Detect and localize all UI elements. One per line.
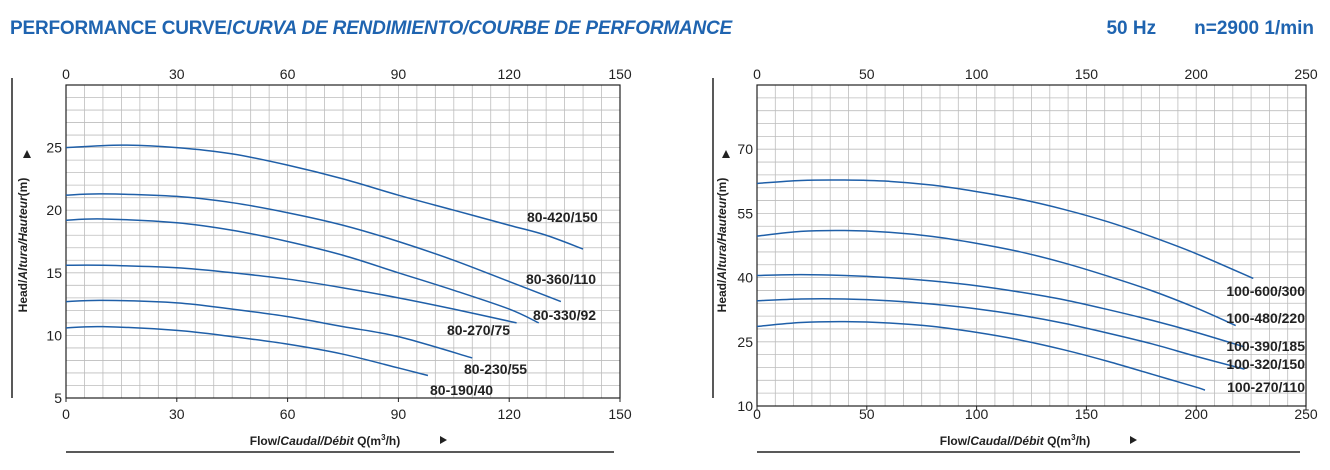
x-tick-label-top: 30 [169, 66, 185, 82]
x-tick-label: 60 [280, 406, 296, 422]
series-label: 80-270/75 [447, 322, 510, 338]
y-tick-label: 55 [737, 205, 753, 221]
x-tick-label-top: 0 [753, 66, 761, 82]
frequency-label: 50 Hz [1106, 18, 1157, 39]
operating-conditions: 50 Hz n=2900 1/min [1106, 18, 1314, 40]
series-line-100-480/220 [756, 229, 1237, 327]
x-tick-label-top: 150 [608, 66, 632, 82]
series-label: 80-190/40 [430, 382, 493, 398]
grid [66, 85, 620, 398]
plot-frame [65, 84, 621, 399]
x-tick-label-top: 0 [62, 66, 70, 82]
x-tick-label-top: 250 [1294, 66, 1318, 82]
x-tick-label: 0 [62, 406, 70, 422]
y-tick-label: 5 [54, 390, 62, 406]
series-line-80-230/55 [65, 299, 473, 359]
x-axis-label: Flow/Caudal/Débit Q(m3/h) [250, 433, 400, 448]
x-tick-label-top: 100 [965, 66, 989, 82]
x-tick-label: 120 [498, 406, 522, 422]
y-tick-label: 40 [737, 270, 753, 286]
x-tick-label: 150 [608, 406, 632, 422]
x-axis-arrow-icon [1130, 436, 1137, 444]
series-label: 100-270/110 [1227, 379, 1305, 395]
x-tick-label: 30 [169, 406, 185, 422]
title-main: PERFORMANCE CURVE/ [10, 18, 232, 39]
x-tick-label-top: 90 [391, 66, 407, 82]
x-tick-label: 150 [1075, 406, 1099, 422]
series-line-100-320/150 [756, 298, 1245, 370]
chart-1: 0 0 30 30 60 60 90 90 120 120 150 150 5 10 15 20 25 Head/… [11, 66, 632, 453]
x-tick-label: 100 [965, 406, 989, 422]
y-tick-label: 10 [737, 398, 753, 414]
series-line-80-330/92 [65, 218, 540, 324]
series-line-100-390/185 [756, 273, 1245, 348]
x-tick-label: 250 [1294, 406, 1318, 422]
y-axis-label: Head/Altura/Hauteur(m) [715, 178, 729, 313]
y-axis-arrow-icon [722, 150, 730, 158]
y-tick-label: 25 [737, 334, 753, 350]
y-axis-label: Head/Altura/Hauteur(m) [16, 178, 30, 313]
x-tick-label: 90 [391, 406, 407, 422]
x-tick-label-top: 200 [1185, 66, 1209, 82]
plot-frame [756, 84, 1307, 407]
speed-label: n=2900 1/min [1194, 18, 1314, 39]
series-label: 80-330/92 [533, 307, 596, 323]
series-line-80-190/40 [65, 325, 429, 377]
series-line-80-270/75 [65, 264, 517, 324]
y-tick-label: 10 [46, 327, 62, 343]
y-tick-label: 15 [46, 265, 62, 281]
series-label: 80-420/150 [527, 209, 598, 225]
x-axis-label: Flow/Caudal/Débit Q(m3/h) [940, 433, 1090, 448]
series-line-100-600/300 [756, 179, 1254, 280]
x-tick-label-top: 60 [280, 66, 296, 82]
series-label: 80-230/55 [464, 361, 527, 377]
series-label: 100-390/185 [1226, 338, 1305, 354]
series-label: 100-480/220 [1226, 310, 1305, 326]
x-tick-label-top: 120 [498, 66, 522, 82]
series-label: 100-600/300 [1226, 283, 1305, 299]
chart-2: 0 0 50 50 100 100 150 150 200 200 250 250 10 25 40 55 70… [712, 66, 1318, 453]
x-tick-label-top: 150 [1075, 66, 1099, 82]
x-tick-label-top: 50 [859, 66, 875, 82]
x-tick-label: 0 [753, 406, 761, 422]
series-line-80-420/150 [65, 144, 584, 250]
title-italic: CURVA DE RENDIMIENTO/COURBE DE PERFORMAN… [231, 18, 733, 39]
x-tick-label: 50 [859, 406, 875, 422]
y-tick-label: 70 [737, 141, 753, 157]
series-line-100-270/110 [756, 320, 1206, 391]
y-tick-label: 25 [46, 140, 62, 156]
x-axis-arrow-icon [440, 436, 447, 444]
series-line-80-360/110 [65, 193, 562, 303]
chart-title: PERFORMANCE CURVE/CURVA DE RENDIMIENTO/C… [10, 18, 732, 40]
series-label: 100-320/150 [1226, 356, 1305, 372]
grid [757, 85, 1306, 406]
y-tick-label: 20 [46, 202, 62, 218]
series-label: 80-360/110 [526, 271, 596, 287]
x-tick-label: 200 [1185, 406, 1209, 422]
y-axis-arrow-icon [23, 150, 31, 158]
